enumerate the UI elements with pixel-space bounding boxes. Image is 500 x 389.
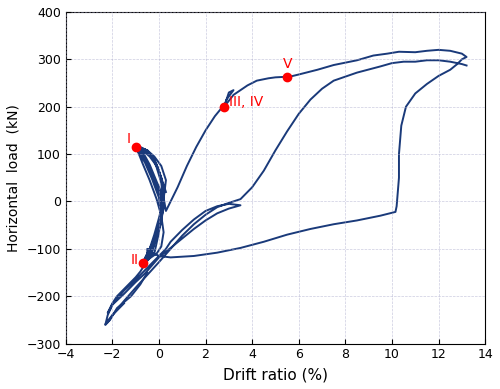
X-axis label: Drift ratio (%): Drift ratio (%) xyxy=(223,367,328,382)
Y-axis label: Horizontal  load  (kN): Horizontal load (kN) xyxy=(7,104,21,252)
Text: V: V xyxy=(282,57,292,71)
Text: I: I xyxy=(126,131,130,145)
Text: II: II xyxy=(131,253,139,267)
Text: III, IV: III, IV xyxy=(229,95,263,109)
